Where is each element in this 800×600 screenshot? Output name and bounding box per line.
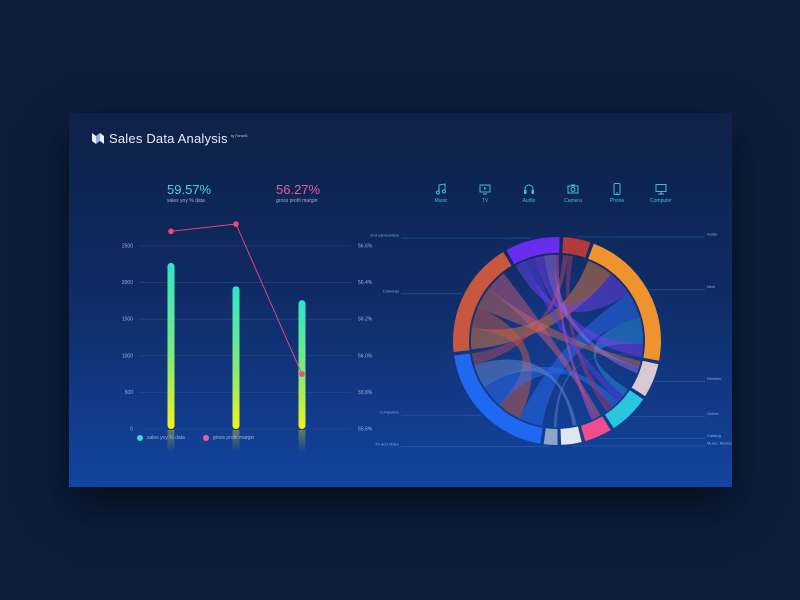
chord-label: Cameras [383,288,399,293]
computer-icon [655,184,667,195]
category-label: Camera [564,198,582,204]
chart-legend: sales yoy % data gross profit margin [137,435,272,441]
left-tick-label: 2000 [122,280,133,286]
sales-bar-line-chart: 0 500 1000 1500 2000 2500 55.6% 55.8% 56.0% 56.2%… [122,221,373,452]
category-label: Computer [650,198,672,204]
category-camera[interactable]: Camera [553,183,593,204]
headphones-icon [524,184,534,194]
sales-chord-diagram: Audio New Reseller Online Catalog Music, Movi… [369,221,732,453]
sales-bar [167,262,175,429]
right-tick-label: 56.2% [358,317,373,323]
chord-arc-catalog [580,416,611,442]
chord-ribbon [544,254,640,374]
category-label: Audio [522,198,536,204]
right-tick-label: 55.6% [358,427,373,433]
category-label: TV [481,198,489,204]
dashboard-card: Sales Data Analysis by Fanselli 59.57% s… [69,113,732,487]
page-title: Sales Data Analysis [109,131,228,146]
right-tick-label: 56.4% [358,280,373,286]
logo-icon [92,133,104,144]
left-tick-label: 2500 [122,244,133,250]
right-tick-label: 56.0% [358,353,373,359]
chord-label: Computers [379,410,399,415]
legend-label: gross profit margin [212,435,255,441]
category-tv[interactable]: TV [465,183,505,204]
kpi-value: 59.57% [167,182,212,197]
gross-margin-point [168,228,174,235]
legend-label: sales yoy % data [147,435,185,441]
chord-ribbon [488,273,601,418]
chord-arc-online [604,390,644,429]
music-note-icon [436,183,446,195]
chord-label: Online [707,411,719,416]
kpi-label: gross profit margin [276,198,318,204]
tv-icon [479,184,491,195]
sales-bar-reflection [167,430,175,452]
sales-bar [298,300,306,429]
right-tick-label: 55.8% [358,390,373,396]
chord-ribbon [565,255,613,412]
left-tick-label: 500 [125,390,134,396]
chord-arc-cameras [453,251,512,352]
chord-arc-tv-and-video [543,428,558,445]
chord-arc-cameras-and-camcorders [506,237,560,265]
chord-arc-new [588,243,661,361]
chord-label: TV and Video [375,441,400,446]
kpi-sales: 59.57% sales yoy % data [167,182,212,205]
phone-icon [613,183,621,195]
right-tick-label: 56.6% [358,244,373,250]
chord-arc-audio [562,237,591,258]
chord-arc-music-movies-and-audio-books [560,426,582,445]
category-audio[interactable]: Audio [509,183,549,204]
kpi-label: sales yoy % data [167,198,205,204]
category-label: Phone [609,198,625,204]
chord-label: Music, Movies and Audio Books [707,440,732,445]
chord-ribbon [553,354,642,428]
category-computer[interactable]: Computer [641,183,681,204]
sales-bar-reflection [298,430,306,452]
chord-arc-computers [454,353,543,444]
legend-swatch [202,435,209,441]
header: Sales Data Analysis by Fanselli [91,131,247,146]
gross-margin-point [299,371,305,377]
left-tick-label: 0 [130,427,133,433]
chord-label: Audio [707,231,718,236]
chord-ribbon [474,359,577,426]
category-music[interactable]: Music [421,183,461,204]
category-label: Music [434,198,448,204]
sales-bar-reflection [232,430,240,452]
kpi-margin: 56.27% gross profit margin [276,182,321,205]
gross-margin-point [233,221,239,227]
camera-icon [567,184,579,194]
chord-ribbon [554,254,597,420]
category-phone[interactable]: Phone [597,183,637,204]
chord-label: New [707,284,715,289]
legend-item-sales[interactable]: sales yoy % data [137,435,185,441]
chord-arc-reseller [631,360,659,397]
kpi-value: 56.27% [276,182,321,197]
byline: by Fanselli [230,133,248,138]
chord-label: Reseller [707,376,722,381]
legend-item-margin[interactable]: gross profit margin [202,435,255,441]
category-filter-bar: Music TV Audio Camera [421,183,681,213]
chord-label: Catalog [707,433,721,438]
left-tick-label: 1500 [122,317,133,323]
chord-label: Cameras and camcorders [369,233,399,238]
sales-bar [232,286,240,429]
legend-swatch [137,435,143,441]
left-tick-label: 1000 [122,353,133,359]
